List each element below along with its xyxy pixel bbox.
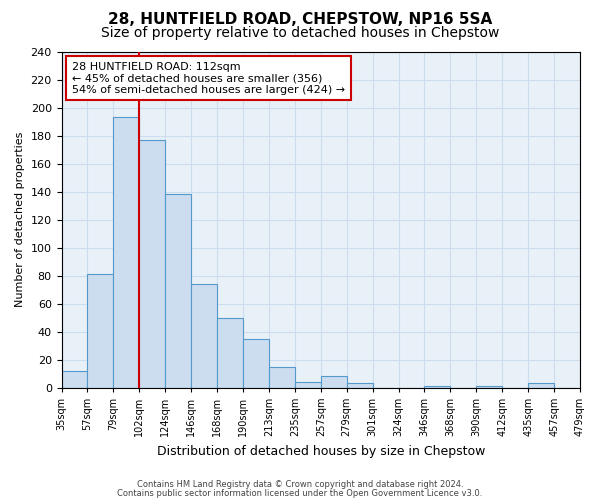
Bar (476, 386, 502, 388)
Bar (62, 371, 88, 388)
Text: Size of property relative to detached houses in Chepstow: Size of property relative to detached ho… (101, 26, 499, 40)
Bar (165, 194, 191, 388)
Bar (139, 140, 165, 388)
Y-axis label: Number of detached properties: Number of detached properties (15, 132, 25, 308)
Text: Contains HM Land Registry data © Crown copyright and database right 2024.: Contains HM Land Registry data © Crown c… (137, 480, 463, 489)
Bar (424, 386, 451, 388)
Text: Contains public sector information licensed under the Open Government Licence v3: Contains public sector information licen… (118, 488, 482, 498)
Bar (347, 384, 373, 388)
Bar (217, 318, 243, 388)
X-axis label: Distribution of detached houses by size in Chepstow: Distribution of detached houses by size … (157, 444, 485, 458)
Bar (528, 384, 554, 388)
Bar (295, 382, 321, 388)
Bar (269, 366, 295, 388)
Bar (191, 284, 217, 388)
Bar (243, 338, 269, 388)
Text: 28 HUNTFIELD ROAD: 112sqm
← 45% of detached houses are smaller (356)
54% of semi: 28 HUNTFIELD ROAD: 112sqm ← 45% of detac… (72, 62, 345, 95)
Bar (113, 118, 139, 388)
Bar (321, 376, 347, 388)
Text: 28, HUNTFIELD ROAD, CHEPSTOW, NP16 5SA: 28, HUNTFIELD ROAD, CHEPSTOW, NP16 5SA (108, 12, 492, 28)
Bar (88, 274, 113, 388)
